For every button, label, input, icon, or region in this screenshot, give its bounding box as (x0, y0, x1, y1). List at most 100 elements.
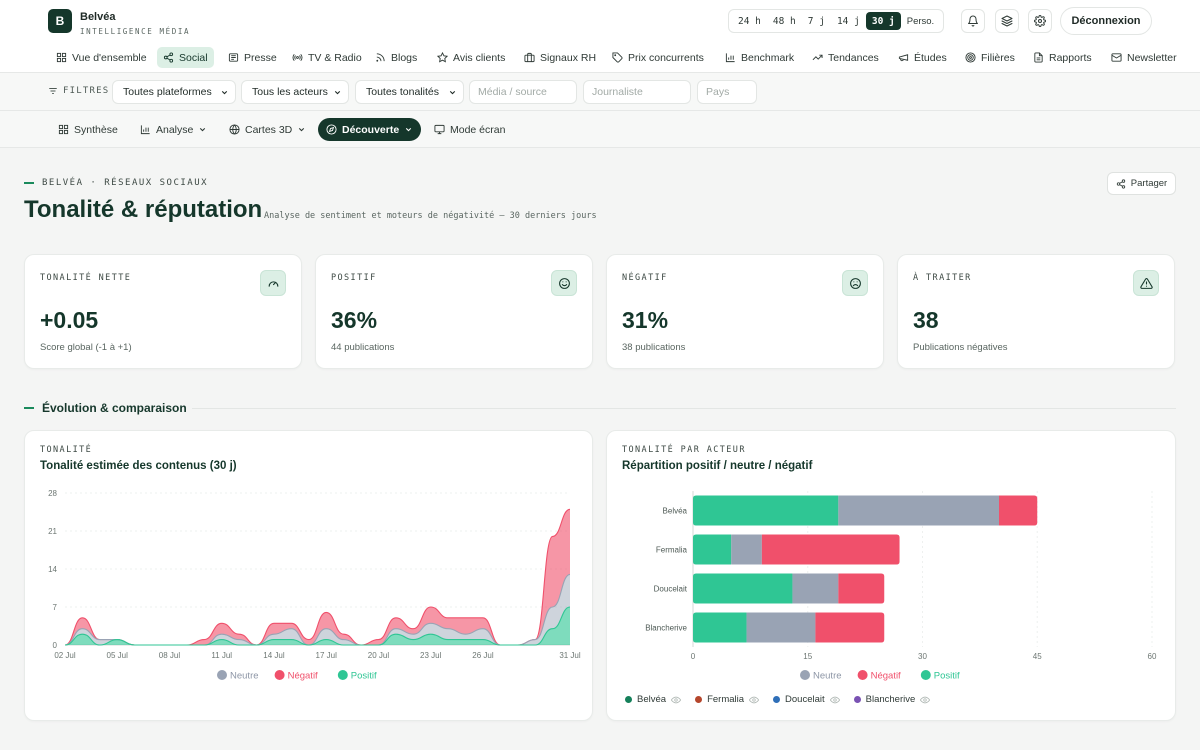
section-title: Évolution & comparaison (42, 401, 187, 415)
actor-bar-chart: 0 15 30 45 60 Belvéa Fermalia Doucelait Blancher… (645, 491, 1157, 682)
nav-item-reviews[interactable]: Avis clients (431, 47, 511, 68)
nav-item-hr-signals[interactable]: Signaux RH (518, 47, 602, 68)
grid-icon (56, 52, 67, 63)
legend-label[interactable]: Neutre (813, 671, 842, 682)
nav-item-reports[interactable]: Rapports (1027, 47, 1098, 68)
nav-item-press[interactable]: Presse (222, 47, 283, 68)
chevron-down-icon (406, 127, 412, 132)
kpi-card-net-tone: TONALITÉ NETTE +0.05 Score global (-1 à … (24, 254, 302, 369)
nav-item-benchmark[interactable]: Benchmark (719, 47, 800, 68)
kpi-card-negative: NÉGATIF 31% 38 publications (606, 254, 884, 369)
legend-label[interactable]: Neutre (230, 671, 259, 682)
range-30j[interactable]: 30 j (865, 12, 901, 30)
nav-item-sectors[interactable]: Filières (959, 47, 1021, 68)
x-tick-label: 30 (918, 652, 927, 661)
layers-button[interactable] (995, 9, 1019, 33)
bar-segment-neutre[interactable] (792, 573, 839, 604)
tone-select[interactable]: Toutes tonalités (355, 80, 464, 104)
sub-nav: Synthèse Analyse Cartes 3D Découverte Mo… (0, 111, 1200, 148)
nav-label: Blogs (391, 51, 418, 64)
nav-label: Benchmark (741, 51, 795, 64)
journalist-input[interactable] (583, 80, 691, 104)
nav-item-competitor-prices[interactable]: Prix concurrents (606, 47, 710, 68)
card-label: TONALITÉ (40, 445, 93, 455)
share-label: Partager (1130, 178, 1168, 189)
logout-button[interactable]: Déconnexion (1060, 7, 1152, 35)
actor-legend-label: Doucelait (785, 694, 825, 705)
range-14j[interactable]: 14 j (836, 15, 860, 27)
eye-icon[interactable] (829, 695, 840, 705)
bar-segment-négatif[interactable] (815, 612, 885, 643)
bar-segment-positif[interactable] (693, 573, 793, 604)
range-24h[interactable]: 24 h (738, 15, 761, 27)
section-heading: Évolution & comparaison (24, 401, 187, 415)
range-custom[interactable]: Perso. (906, 15, 935, 27)
bar-segment-neutre[interactable] (731, 534, 762, 565)
settings-button[interactable] (1028, 9, 1052, 33)
share-icon (163, 52, 174, 63)
subnav-analysis[interactable]: Analyse (132, 118, 215, 141)
file-icon (1034, 52, 1043, 63)
bar-segment-négatif[interactable] (838, 573, 885, 604)
bar-segment-positif[interactable] (693, 495, 839, 526)
section-dash (24, 407, 34, 409)
nav-item-overview[interactable]: Vue d'ensemble (50, 47, 153, 68)
legend-label[interactable]: Négatif (871, 671, 901, 682)
chevron-down-icon (449, 90, 456, 94)
share-button[interactable]: Partager (1107, 172, 1176, 195)
media-source-input[interactable] (469, 80, 577, 104)
actor-legend-item[interactable]: Blancherive (853, 694, 931, 705)
eye-icon[interactable] (671, 695, 682, 705)
nav-item-blogs[interactable]: Blogs (369, 47, 423, 68)
nav-label: Filières (981, 51, 1015, 64)
kpi-value: +0.05 (40, 307, 99, 333)
actor-legend-item[interactable]: Belvéa (625, 694, 682, 705)
area-positif[interactable] (65, 607, 570, 645)
kpi-sub: Publications négatives (913, 342, 1008, 353)
legend-label[interactable]: Négatif (288, 671, 318, 682)
actor-select[interactable]: Tous les acteurs (241, 80, 349, 104)
kpi-value: 38 (913, 307, 939, 333)
country-input[interactable] (697, 80, 757, 104)
legend-label[interactable]: Positif (351, 671, 377, 682)
eye-icon[interactable] (920, 695, 931, 705)
brand-logo[interactable]: B (48, 9, 72, 33)
smile-icon (558, 277, 570, 289)
platform-select[interactable]: Toutes plateformes (112, 80, 236, 104)
bar-segment-neutre[interactable] (838, 495, 999, 526)
bar-segment-négatif[interactable] (999, 495, 1038, 526)
subnav-screen-mode[interactable]: Mode écran (426, 118, 513, 141)
subnav-synthesis[interactable]: Synthèse (50, 118, 126, 141)
subnav-label: Découverte (342, 123, 400, 136)
megaphone-icon (898, 54, 909, 62)
notifications-button[interactable] (961, 9, 985, 33)
legend-label[interactable]: Positif (934, 671, 960, 682)
subnav-discovery[interactable]: Découverte (318, 118, 422, 141)
bar-segment-neutre[interactable] (746, 612, 816, 643)
eyebrow-text: BELVÉA · RÉSEAUX SOCIAUX (42, 178, 209, 188)
eye-icon[interactable] (749, 695, 760, 705)
layers-icon (1001, 15, 1013, 27)
actor-legend-item[interactable]: Fermalia (695, 694, 760, 705)
nav-item-studies[interactable]: Études (892, 47, 953, 68)
kpi-sub: Score global (-1 à +1) (40, 342, 132, 353)
kpi-icon-box (842, 270, 868, 296)
range-7j[interactable]: 7 j (807, 15, 825, 27)
page-subtitle: Analyse de sentiment et moteurs de négat… (264, 211, 597, 221)
x-tick-label: 11 Jul (211, 651, 232, 660)
briefcase-icon (524, 52, 535, 63)
section-divider (192, 408, 1176, 409)
page-eyebrow: BELVÉA · RÉSEAUX SOCIAUX (24, 178, 208, 188)
bar-segment-positif[interactable] (693, 612, 747, 643)
bar-segment-positif[interactable] (693, 534, 732, 565)
bar-segment-négatif[interactable] (761, 534, 900, 565)
nav-item-tv-radio[interactable]: TV & Radio (286, 47, 368, 68)
actor-select-value: Tous les acteurs (252, 86, 328, 98)
nav-item-social[interactable]: Social (157, 47, 214, 68)
subnav-3d-maps[interactable]: Cartes 3D (221, 118, 314, 141)
range-48h[interactable]: 48 h (772, 15, 796, 27)
nav-item-newsletter[interactable]: Newsletter (1105, 47, 1183, 68)
nav-item-trends[interactable]: Tendances (806, 47, 885, 68)
actor-chart-card: TONALITÉ PAR ACTEUR Répartition positif … (606, 430, 1176, 721)
actor-legend-item[interactable]: Doucelait (773, 694, 840, 705)
